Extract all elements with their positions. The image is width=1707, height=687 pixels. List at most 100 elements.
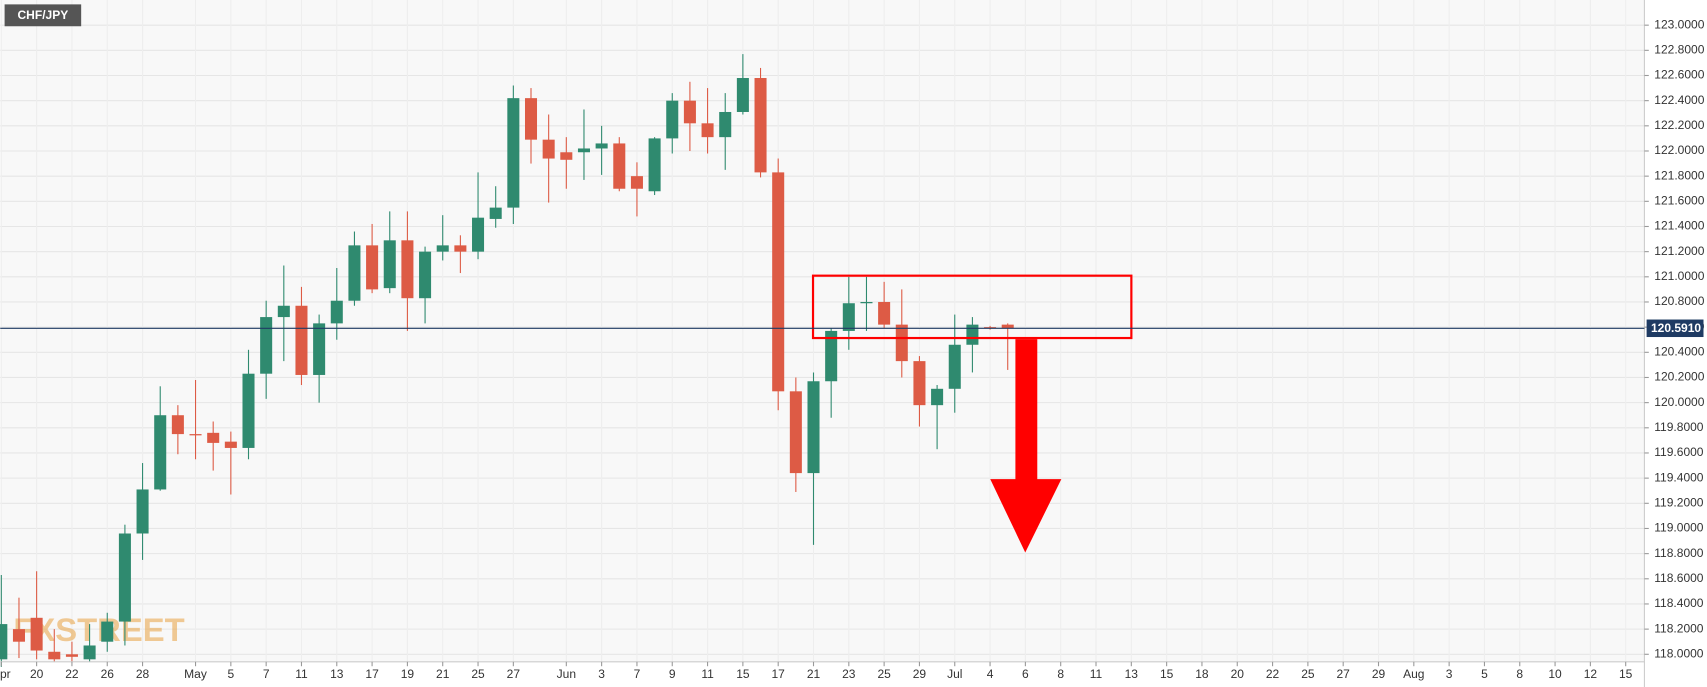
- candle-body: [507, 98, 520, 208]
- down-arrow: [990, 339, 1062, 553]
- candle-body: [560, 152, 573, 160]
- x-tick-label: 5: [228, 667, 235, 681]
- x-tick-label: 18: [1195, 667, 1209, 681]
- candle-body: [101, 621, 114, 642]
- x-tick-label: 8: [1516, 667, 1523, 681]
- x-tick-label: 11: [295, 667, 308, 681]
- candle-body: [489, 207, 502, 219]
- x-tick-label: 15: [1619, 667, 1633, 681]
- candle-body: [348, 245, 361, 301]
- y-tick-label: 121.6000: [1654, 193, 1704, 207]
- x-tick-label: 22: [1266, 667, 1280, 681]
- plot-background: [0, 0, 1644, 662]
- chart-title: CHF/JPY: [18, 8, 69, 22]
- x-tick-label: 23: [842, 667, 856, 681]
- candle-body: [895, 324, 908, 362]
- candle-body: [524, 98, 538, 140]
- x-tick-label: 20: [30, 667, 44, 681]
- candle-body: [666, 100, 679, 139]
- candle-body: [224, 441, 237, 448]
- y-tick-label: 120.0000: [1654, 395, 1704, 409]
- x-tick-label: 25: [877, 667, 891, 681]
- x-tick-label: 25: [1301, 667, 1315, 681]
- candle-body: [613, 143, 626, 189]
- y-tick-label: 121.0000: [1654, 269, 1704, 283]
- candle-body: [83, 645, 96, 660]
- candle-body: [736, 78, 749, 112]
- candle-body: [65, 654, 78, 657]
- candle-body: [542, 139, 555, 159]
- candle-body: [48, 651, 61, 660]
- y-tick-label: 122.6000: [1654, 68, 1704, 82]
- symbol-box: [4, 4, 82, 27]
- candle-body: [860, 301, 873, 304]
- y-tick-label: 118.0000: [1654, 646, 1704, 660]
- x-tick-label: 10: [1548, 667, 1562, 681]
- candle-body: [330, 300, 343, 324]
- candle-body: [1001, 324, 1014, 329]
- x-tick-label: 5: [1481, 667, 1488, 681]
- x-tick-label: 22: [65, 667, 79, 681]
- x-tick-label: 11: [701, 667, 714, 681]
- x-tick-label: 6: [1022, 667, 1029, 681]
- candle-body: [295, 305, 308, 375]
- y-tick-label: 120.2000: [1654, 370, 1704, 384]
- candle-body: [154, 415, 167, 490]
- candle-body: [913, 361, 926, 406]
- x-tick-label: 9: [669, 667, 676, 681]
- candle-body: [30, 617, 43, 651]
- y-tick-label: 118.8000: [1654, 546, 1704, 560]
- last-price-box: [1646, 319, 1704, 338]
- x-tick-label: 8: [1057, 667, 1064, 681]
- y-tick-label: 123.0000: [1654, 17, 1704, 31]
- candle-body: [242, 373, 255, 448]
- x-tick-label: 21: [436, 667, 450, 681]
- candle-body: [260, 317, 273, 374]
- x-tick-label: 25: [471, 667, 485, 681]
- candle-body: [719, 111, 732, 138]
- candle-body: [12, 629, 25, 642]
- candle-body: [595, 143, 608, 149]
- y-tick-label: 119.2000: [1654, 495, 1704, 509]
- x-tick-label: 17: [772, 667, 786, 681]
- x-tick-label: 27: [1337, 667, 1351, 681]
- candle-body: [136, 489, 149, 534]
- y-tick-label: 119.8000: [1654, 420, 1704, 434]
- candle-body: [842, 303, 855, 331]
- candle-body: [577, 148, 590, 153]
- y-tick-label: 122.8000: [1654, 43, 1704, 57]
- x-tick-label: 29: [913, 667, 927, 681]
- candle-body: [366, 245, 379, 290]
- y-tick-label: 121.8000: [1654, 168, 1704, 182]
- candle-body: [825, 330, 838, 382]
- y-tick-label: 119.4000: [1654, 470, 1704, 484]
- candle-body: [207, 432, 220, 443]
- candle-body: [948, 344, 961, 389]
- x-tick-label: 20: [1231, 667, 1245, 681]
- x-tick-label: 3: [1446, 667, 1453, 681]
- resistance-box: [811, 274, 1133, 340]
- candle-body: [454, 245, 467, 252]
- x-tick-label: 12: [1584, 667, 1598, 681]
- candles: [0, 54, 1014, 667]
- x-tick-label: 21: [807, 667, 821, 681]
- y-tick-label: 119.0000: [1654, 521, 1704, 535]
- candle-body: [630, 176, 643, 189]
- x-tick-label: 13: [330, 667, 344, 681]
- candle-body: [772, 172, 785, 392]
- x-tick-label: 19: [401, 667, 415, 681]
- y-tick-label: 122.0000: [1654, 143, 1704, 157]
- candle-body: [419, 251, 432, 299]
- y-tick-label: 119.6000: [1654, 445, 1704, 459]
- grid: [0, 24, 1645, 655]
- candle-body: [401, 240, 414, 299]
- x-tick-label: 28: [136, 667, 150, 681]
- x-tick-label: 13: [1125, 667, 1139, 681]
- y-tick-label: 120.4000: [1654, 344, 1704, 358]
- x-tick-label: Apr: [0, 667, 11, 681]
- y-tick-label: 118.6000: [1654, 571, 1704, 585]
- candle-body: [118, 533, 131, 622]
- y-tick-label: 120.8000: [1654, 294, 1704, 308]
- candle-body: [383, 240, 396, 289]
